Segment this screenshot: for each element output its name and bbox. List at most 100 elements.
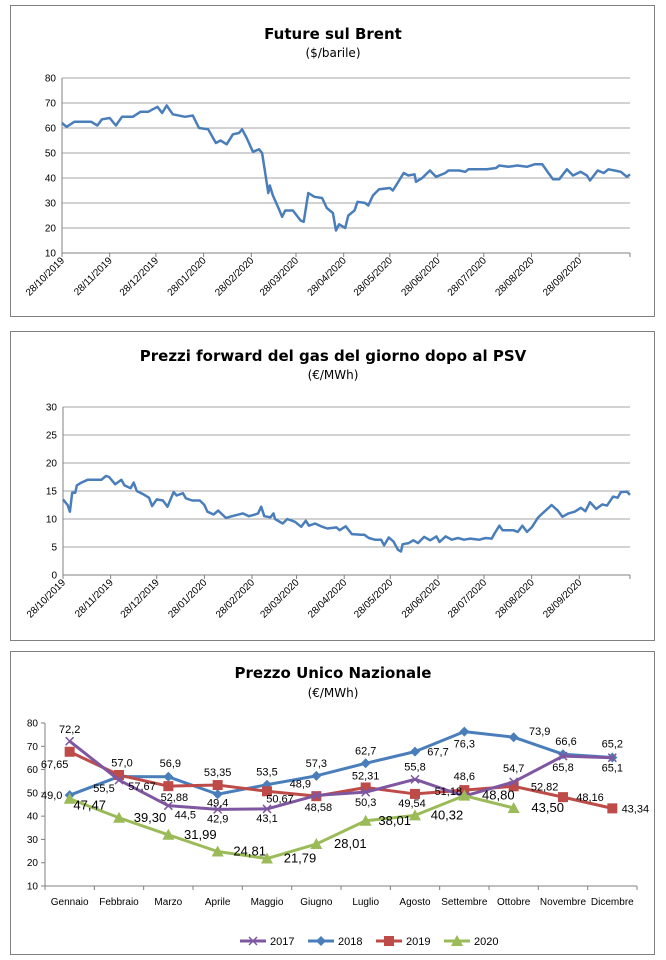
y-tick-label: 30	[27, 835, 39, 846]
y-tick-label: 50	[27, 788, 39, 799]
data-point-2018	[311, 770, 322, 781]
data-label-2020: 21,79	[284, 851, 317, 866]
data-label-2017: 55,5	[93, 783, 114, 795]
x-tick-label: Settembre	[441, 897, 488, 908]
brent-subtitle: ($/barile)	[306, 46, 361, 60]
y-tick-label: 5	[51, 543, 57, 554]
data-point-2020	[211, 845, 224, 857]
x-tick-label: Luglio	[352, 897, 379, 908]
data-label-2017: 54,7	[503, 763, 524, 775]
legend-marker-2019	[384, 936, 394, 946]
pun-title: Prezzo Unico Nazionale	[235, 664, 432, 682]
series-line-2018	[69, 730, 613, 797]
data-label-2020: 31,99	[184, 827, 217, 842]
data-point-2018	[360, 758, 371, 769]
legend-label-2019: 2019	[406, 936, 430, 948]
legend-marker-2018	[316, 936, 326, 946]
data-label-2020: 24,81	[233, 844, 266, 859]
data-point-2020	[310, 838, 323, 850]
data-point-2020	[507, 801, 520, 813]
panel-gas	[10, 331, 655, 641]
data-label-2017: 65,8	[552, 762, 573, 774]
legend-label-2018: 2018	[338, 936, 362, 948]
gas-subtitle: (€/MWh)	[308, 368, 359, 382]
data-label-2019: 50,67	[266, 793, 294, 805]
data-label-2018: 73,9	[529, 726, 550, 738]
x-tick-label: Dicembre	[591, 897, 634, 908]
data-label-2019: 52,88	[161, 792, 189, 804]
data-label-2018: 57,3	[306, 758, 327, 770]
data-label-2018: 56,9	[160, 758, 181, 770]
x-tick-label: Febbraio	[99, 897, 139, 908]
data-point-2017	[311, 790, 321, 800]
y-tick-label: 50	[45, 149, 57, 160]
y-tick-label: 30	[45, 199, 57, 210]
legend-marker-2017	[248, 936, 258, 946]
y-tick-label: 80	[27, 719, 39, 730]
series-line	[62, 474, 631, 553]
data-label-2019: 51,18	[435, 786, 463, 798]
data-point-2020	[261, 852, 273, 864]
x-tick-label: Agosto	[399, 897, 431, 908]
data-point-2020	[359, 814, 372, 826]
x-tick-label: Marzo	[154, 897, 182, 908]
data-label-2018: 76,3	[454, 739, 475, 751]
data-label-2019: 52,31	[352, 770, 380, 782]
y-tick-label: 20	[45, 224, 57, 235]
data-label-2019: 57,67	[128, 781, 156, 793]
data-label-2019: 48,16	[576, 792, 604, 804]
data-point-2019	[114, 769, 124, 780]
y-tick-label: 20	[46, 459, 58, 470]
data-point-2019	[64, 746, 75, 757]
legend-label-2017: 2017	[270, 936, 294, 948]
legend-marker-2020	[451, 935, 463, 946]
data-label-2019: 43,34	[622, 803, 650, 815]
y-tick-label: 30	[46, 403, 58, 414]
pun-chart: 10 20 30 40 50 60 70 80 Gennaio Febbraio Marzo Apri…	[27, 719, 649, 949]
y-tick-label: 25	[46, 431, 58, 442]
x-tick-label: Gennaio	[51, 897, 89, 908]
data-point-2017	[262, 804, 272, 814]
data-label-2018: 62,7	[355, 745, 376, 757]
panel-brent	[10, 5, 655, 317]
data-label-2018: 66,6	[555, 736, 576, 748]
data-label-2017: 44,5	[175, 810, 196, 822]
y-tick-label: 40	[45, 174, 57, 185]
data-point-2020	[458, 789, 471, 801]
data-label-2018: 67,7	[427, 747, 448, 759]
x-tick-label: Maggio	[251, 897, 284, 908]
data-point-2017	[410, 774, 420, 784]
y-tick-label: 10	[27, 882, 39, 893]
data-label-2020: 38,01	[378, 813, 411, 828]
data-point-2017	[213, 804, 223, 814]
data-point-2017	[163, 801, 173, 811]
gas-title: Prezzi forward del gas del giorno dopo a…	[140, 347, 527, 365]
data-point-2019	[212, 780, 223, 791]
data-label-2020: 28,01	[334, 836, 367, 851]
data-point-2017	[65, 736, 75, 746]
y-tick-label: 0	[51, 571, 57, 582]
data-point-2017	[509, 777, 519, 787]
data-label-2019: 53,35	[204, 767, 232, 779]
data-label-2017: 42,9	[207, 813, 228, 825]
data-point-2020	[113, 811, 125, 823]
data-label-2019: 67,65	[41, 759, 69, 771]
data-point-2019	[360, 782, 371, 793]
y-tick-label: 20	[27, 858, 39, 869]
data-point-2018	[410, 746, 420, 757]
data-label-2020: 39,30	[134, 810, 167, 825]
legend-label-2020: 2020	[474, 936, 498, 948]
y-tick-label: 10	[46, 515, 58, 526]
data-label-2018: 57,0	[111, 758, 132, 770]
data-label-2017: 50,3	[355, 797, 376, 809]
x-tick-label: Ottobre	[497, 897, 531, 908]
data-point-2018	[508, 732, 519, 743]
x-tick-label: Novembre	[540, 897, 587, 908]
series-line-2019	[69, 750, 613, 810]
data-label-2020: 40,32	[431, 807, 464, 822]
data-label-2020: 47,47	[73, 798, 106, 813]
data-point-2020	[409, 809, 421, 821]
y-tick-label: 60	[45, 124, 57, 135]
data-point-2018	[212, 789, 223, 800]
data-point-2019	[410, 788, 420, 799]
